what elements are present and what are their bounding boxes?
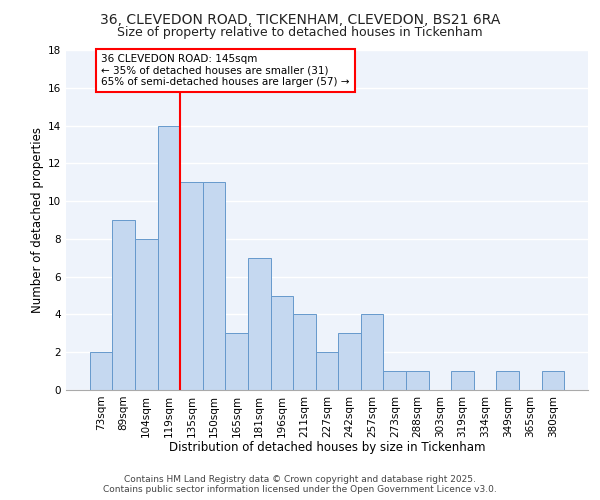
- Text: Size of property relative to detached houses in Tickenham: Size of property relative to detached ho…: [117, 26, 483, 39]
- X-axis label: Distribution of detached houses by size in Tickenham: Distribution of detached houses by size …: [169, 441, 485, 454]
- Bar: [316, 352, 338, 390]
- Bar: [226, 334, 248, 390]
- Text: Contains HM Land Registry data © Crown copyright and database right 2025.
Contai: Contains HM Land Registry data © Crown c…: [103, 474, 497, 494]
- Bar: [158, 126, 180, 390]
- Bar: [451, 371, 474, 390]
- Text: 36, CLEVEDON ROAD, TICKENHAM, CLEVEDON, BS21 6RA: 36, CLEVEDON ROAD, TICKENHAM, CLEVEDON, …: [100, 12, 500, 26]
- Bar: [383, 371, 406, 390]
- Bar: [271, 296, 293, 390]
- Bar: [180, 182, 203, 390]
- Bar: [203, 182, 226, 390]
- Bar: [406, 371, 428, 390]
- Bar: [542, 371, 564, 390]
- Bar: [135, 239, 158, 390]
- Text: 36 CLEVEDON ROAD: 145sqm
← 35% of detached houses are smaller (31)
65% of semi-d: 36 CLEVEDON ROAD: 145sqm ← 35% of detach…: [101, 54, 350, 87]
- Bar: [90, 352, 112, 390]
- Y-axis label: Number of detached properties: Number of detached properties: [31, 127, 44, 313]
- Bar: [248, 258, 271, 390]
- Bar: [496, 371, 519, 390]
- Bar: [112, 220, 135, 390]
- Bar: [361, 314, 383, 390]
- Bar: [293, 314, 316, 390]
- Bar: [338, 334, 361, 390]
